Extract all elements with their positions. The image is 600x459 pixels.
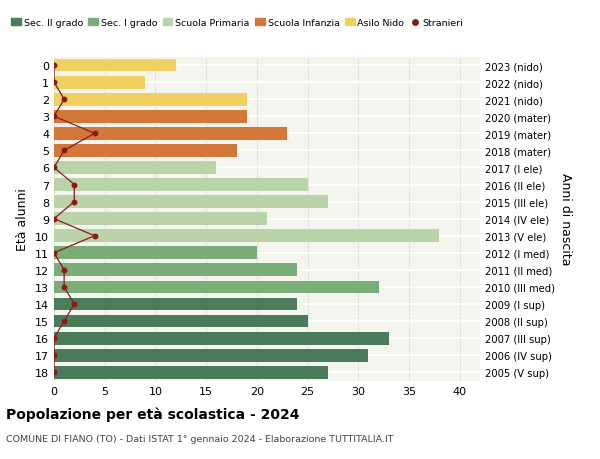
Point: [70, 198, 79, 206]
Bar: [54, 60, 176, 72]
Text: Popolazione per età scolastica - 2024: Popolazione per età scolastica - 2024: [6, 406, 299, 421]
Point: [70, 301, 79, 308]
Point: [59, 267, 69, 274]
Bar: [54, 332, 389, 345]
Bar: [54, 264, 298, 277]
Bar: [54, 145, 236, 157]
Bar: [54, 77, 145, 90]
Point: [70, 181, 79, 189]
Y-axis label: Anni di nascita: Anni di nascita: [559, 173, 572, 265]
Point: [49, 113, 59, 121]
Bar: [54, 162, 216, 174]
Point: [49, 215, 59, 223]
Legend: Sec. II grado, Sec. I grado, Scuola Primaria, Scuola Infanzia, Asilo Nido, Stran: Sec. II grado, Sec. I grado, Scuola Prim…: [8, 15, 467, 32]
Point: [49, 335, 59, 342]
Bar: [54, 94, 247, 106]
Bar: [54, 298, 298, 311]
Bar: [54, 128, 287, 140]
Bar: [54, 179, 308, 191]
Text: COMUNE DI FIANO (TO) - Dati ISTAT 1° gennaio 2024 - Elaborazione TUTTITALIA.IT: COMUNE DI FIANO (TO) - Dati ISTAT 1° gen…: [6, 434, 394, 443]
Bar: [54, 281, 379, 294]
Bar: [54, 111, 247, 123]
Bar: [54, 315, 308, 328]
Point: [59, 147, 69, 155]
Bar: [54, 366, 328, 379]
Point: [49, 79, 59, 87]
Y-axis label: Età alunni: Età alunni: [16, 188, 29, 251]
Bar: [54, 196, 328, 208]
Point: [59, 318, 69, 325]
Bar: [54, 349, 368, 362]
Point: [90, 130, 100, 138]
Bar: [54, 247, 257, 260]
Point: [59, 284, 69, 291]
Point: [49, 164, 59, 172]
Bar: [54, 230, 439, 243]
Bar: [54, 213, 267, 225]
Point: [59, 96, 69, 104]
Point: [90, 233, 100, 240]
Point: [49, 352, 59, 359]
Point: [49, 62, 59, 70]
Point: [49, 369, 59, 376]
Point: [49, 250, 59, 257]
